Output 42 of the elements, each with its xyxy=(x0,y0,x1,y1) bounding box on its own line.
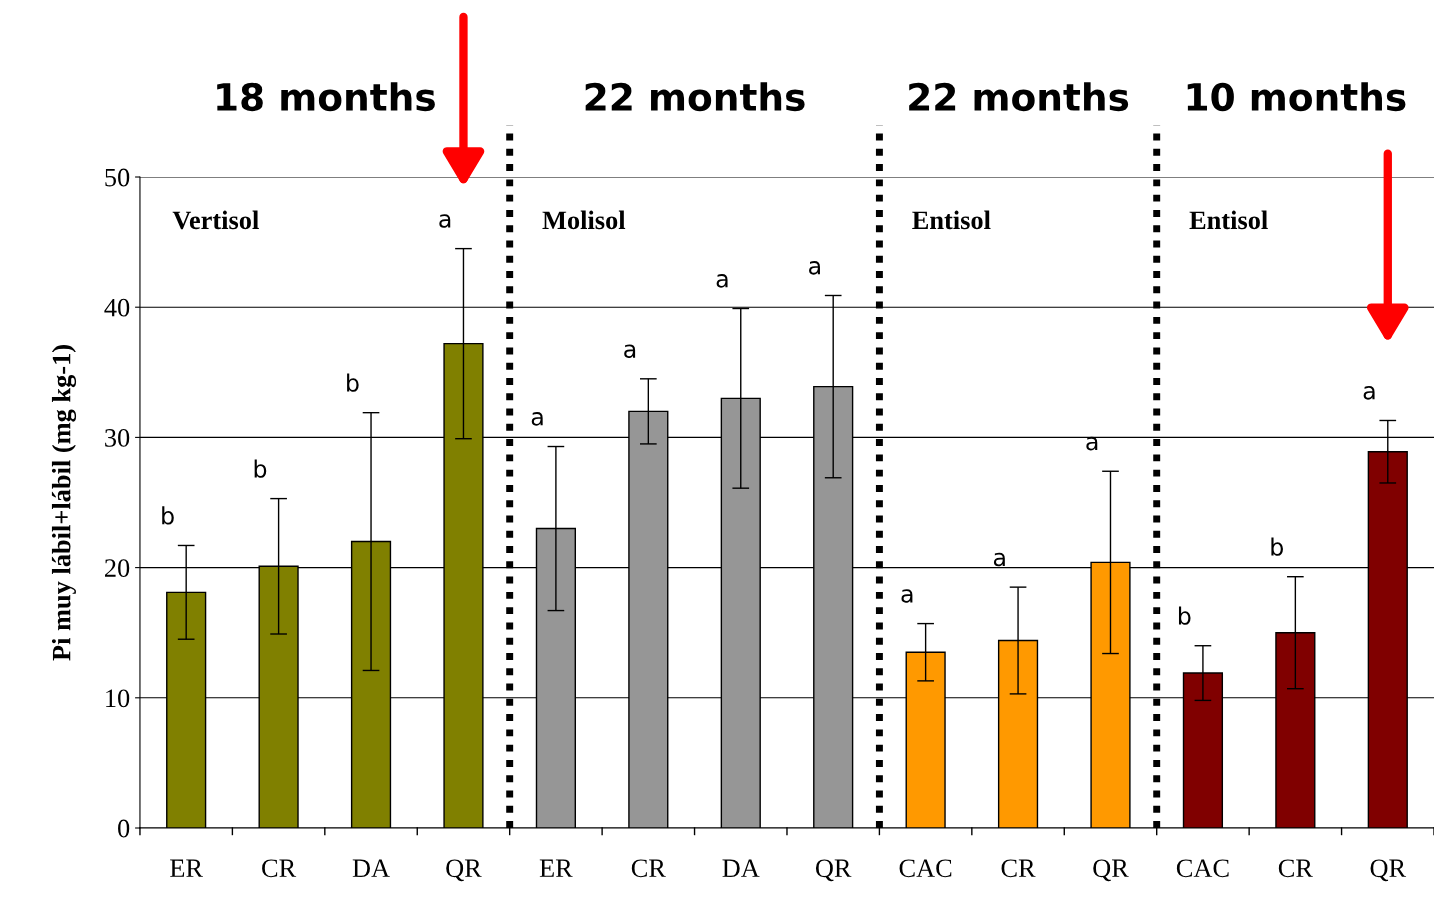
y-tick-label: 50 xyxy=(105,168,130,187)
annotation: a xyxy=(809,261,820,275)
annotation: b xyxy=(254,459,267,478)
annotation: b xyxy=(1178,606,1191,625)
annotation: Entisol xyxy=(912,210,991,230)
annotation: a xyxy=(439,214,451,228)
x-tick-label: ER xyxy=(170,859,203,877)
text: 22 months xyxy=(585,82,805,112)
annotation: a xyxy=(531,412,543,426)
x-tick-label: DA xyxy=(722,859,760,877)
x-tick-label: QR xyxy=(815,859,852,882)
y-tick-label: 40 xyxy=(104,298,130,317)
x-tick-label: QR xyxy=(1093,859,1129,882)
x-tick-label: QR xyxy=(446,859,482,882)
y-tick-label: 20 xyxy=(105,559,130,578)
y-tick-label: 30 xyxy=(105,429,130,447)
annotation: Entisol xyxy=(1189,210,1268,230)
x-tick-label: CR xyxy=(262,859,297,878)
annotation: a xyxy=(993,552,1005,567)
annotation: b xyxy=(1271,537,1283,556)
y-tick-label: 0 xyxy=(118,819,130,838)
annotation: b xyxy=(347,373,359,392)
annotation: a xyxy=(716,274,728,288)
x-tick-label: CR xyxy=(631,859,666,878)
text: 18 months xyxy=(217,82,435,112)
x-tick-label: CR xyxy=(1278,859,1313,878)
text: 22 months xyxy=(909,82,1129,112)
x-tick-label: QR xyxy=(1370,859,1407,882)
annotation: a xyxy=(1363,386,1375,400)
x-tick-label: CAC xyxy=(1176,859,1229,878)
annotation: b xyxy=(162,506,174,525)
text: 10 months xyxy=(1187,82,1406,112)
annotation: Molisol xyxy=(542,210,626,230)
annotation: a xyxy=(624,344,636,358)
annotation: Vertisol xyxy=(172,210,259,230)
y-tick-label: 10 xyxy=(106,689,130,708)
x-tick-label: DA xyxy=(352,859,390,877)
x-tick-label: CR xyxy=(1001,859,1036,878)
y-axis-title: Pi muy lábil+lábil (mg kg-1) xyxy=(51,345,77,661)
x-tick-label: ER xyxy=(539,859,573,877)
annotation: a xyxy=(901,589,913,603)
x-tick-label: CAC xyxy=(899,859,952,878)
